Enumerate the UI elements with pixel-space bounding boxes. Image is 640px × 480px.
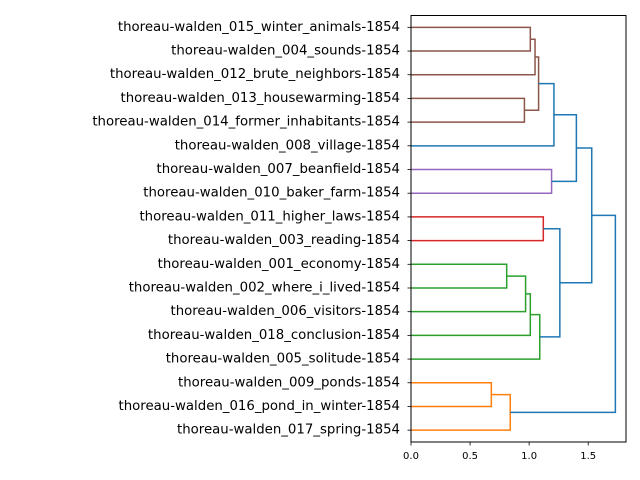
leaf-label: thoreau-walden_010_baker_farm-1854 bbox=[143, 186, 400, 201]
leaf-label: thoreau-walden_015_winter_animals-1854 bbox=[118, 20, 400, 35]
leaf-label: thoreau-walden_007_beanfield-1854 bbox=[157, 162, 400, 177]
x-tick-label: 0.0 bbox=[403, 451, 419, 462]
leaf-label: thoreau-walden_003_reading-1854 bbox=[168, 233, 400, 248]
leaf-label: thoreau-walden_016_pond_in_winter-1854 bbox=[119, 399, 400, 414]
leaf-label: thoreau-walden_017_spring-1854 bbox=[177, 423, 400, 438]
leaf-label: thoreau-walden_004_sounds-1854 bbox=[171, 44, 400, 59]
dendrogram-link-m17 bbox=[510, 214, 617, 414]
leaf-label: thoreau-walden_002_where_i_lived-1854 bbox=[129, 280, 400, 295]
leaf-label: thoreau-walden_012_brute_neighbors-1854 bbox=[110, 67, 400, 82]
leaf-label: thoreau-walden_011_higher_laws-1854 bbox=[139, 209, 400, 224]
leaf-label: thoreau-walden_018_conclusion-1854 bbox=[148, 328, 400, 343]
leaf-label: thoreau-walden_005_solitude-1854 bbox=[166, 352, 400, 367]
axes-frame bbox=[410, 15, 627, 443]
leaf-labels: thoreau-walden_015_winter_animals-1854th… bbox=[92, 20, 411, 438]
leaf-label: thoreau-walden_013_housewarming-1854 bbox=[121, 91, 400, 106]
dendrogram-links bbox=[411, 26, 617, 431]
x-axis-ticks: 0.0 0.5 1.0 1.5 bbox=[403, 442, 596, 462]
leaf-label: thoreau-walden_006_visitors-1854 bbox=[170, 304, 400, 319]
x-tick-label: 0.5 bbox=[462, 451, 478, 462]
x-tick-label: 1.5 bbox=[580, 451, 596, 462]
x-tick-label: 1.0 bbox=[521, 451, 537, 462]
leaf-label: thoreau-walden_009_ponds-1854 bbox=[178, 375, 400, 390]
leaf-label: thoreau-walden_001_economy-1854 bbox=[158, 257, 400, 272]
leaf-label: thoreau-walden_008_village-1854 bbox=[175, 138, 400, 153]
leaf-label: thoreau-walden_014_former_inhabitants-18… bbox=[92, 115, 400, 130]
